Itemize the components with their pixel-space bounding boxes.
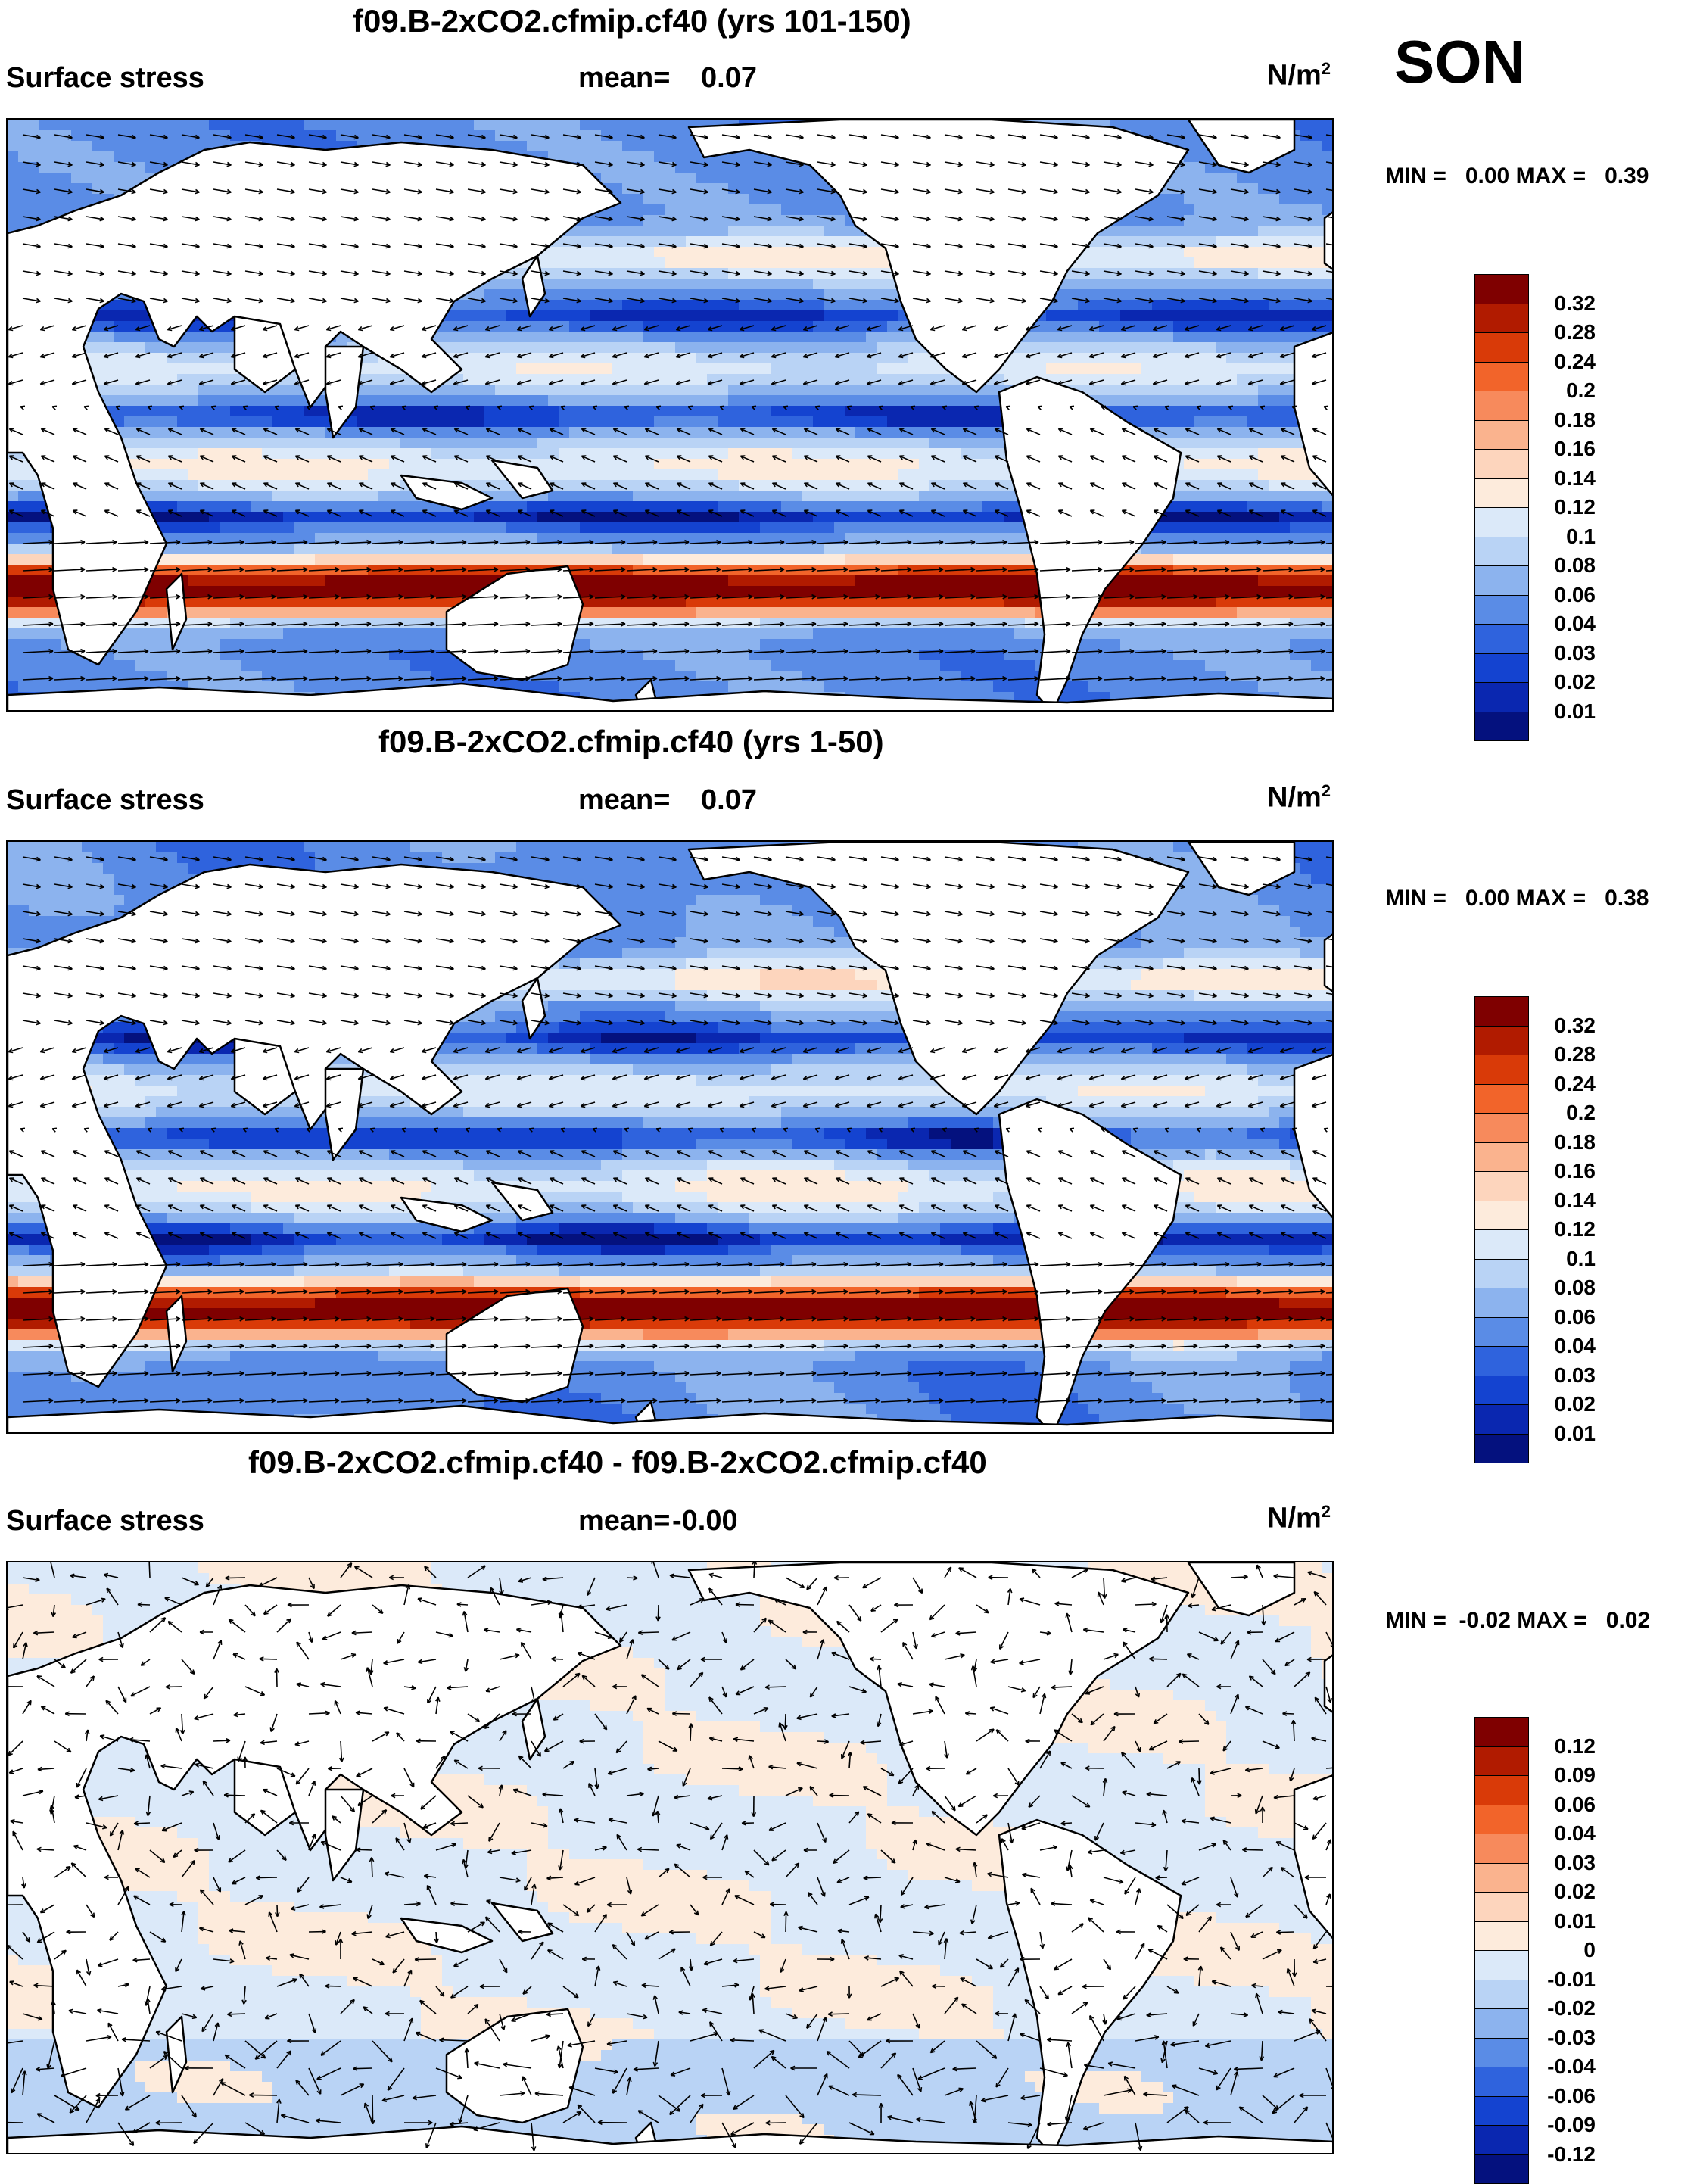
panel-1-mean-label: mean= (578, 62, 670, 95)
colorbar-label: 0.2 (1520, 379, 1596, 403)
colorbar-label: 0.06 (1520, 1305, 1596, 1329)
colorbar-label: -0.09 (1520, 2113, 1596, 2137)
panel-3-map-svg (8, 1562, 1334, 2154)
colorbar-label: 0.03 (1520, 641, 1596, 665)
colorbar-label: 0.02 (1520, 670, 1596, 694)
colorbar-label: 0.08 (1520, 553, 1596, 578)
panel-1-minmax: MIN = 0.00 MAX = 0.39 (1385, 164, 1649, 189)
colorbar-label: 0.2 (1520, 1101, 1596, 1125)
colorbar-label: 0.01 (1520, 1422, 1596, 1446)
panel-3-units: N/m2 (1267, 1502, 1331, 1535)
panel-2-mean-label: mean= (578, 784, 670, 817)
colorbar-label: 0.12 (1520, 1734, 1596, 1759)
panel-3-mean-label: mean= (578, 1505, 670, 1538)
colorbar-label: -0.06 (1520, 2084, 1596, 2108)
season-label: SON (1394, 27, 1525, 97)
panel-2-map (6, 840, 1334, 1434)
colorbar-label: 0.18 (1520, 408, 1596, 432)
colorbar-label: 0.01 (1520, 699, 1596, 724)
colorbar-label: 0.04 (1520, 1821, 1596, 1846)
colorbar-label: 0.14 (1520, 1189, 1596, 1213)
colorbar-label: 0.09 (1520, 1763, 1596, 1787)
panel-2-map-svg (8, 842, 1334, 1434)
panel-3-variable: Surface stress (6, 1505, 204, 1538)
colorbar-label: 0.32 (1520, 291, 1596, 316)
panel-2-minmax: MIN = 0.00 MAX = 0.38 (1385, 886, 1649, 911)
colorbar-label: 0.12 (1520, 1217, 1596, 1242)
colorbar-label: 0.02 (1520, 1880, 1596, 1904)
panel-3-mean-value: -0.00 (672, 1505, 738, 1538)
colorbar-label: 0.1 (1520, 1247, 1596, 1271)
colorbar-label: 0.16 (1520, 437, 1596, 461)
colorbar-label: 0.12 (1520, 495, 1596, 519)
colorbar-label: 0.08 (1520, 1276, 1596, 1300)
panel-1-map (6, 118, 1334, 712)
panel-3-map (6, 1561, 1334, 2154)
panel-3-title: f09.B-2xCO2.cfmip.cf40 - f09.B-2xCO2.cfm… (248, 1444, 987, 1481)
land-mass (1325, 1653, 1334, 1714)
land-mass (1325, 210, 1334, 271)
panel-1-title: f09.B-2xCO2.cfmip.cf40 (yrs 101-150) (353, 3, 911, 39)
colorbar-label: 0.1 (1520, 525, 1596, 549)
panel-2-variable: Surface stress (6, 784, 204, 817)
colorbar-label: 0.03 (1520, 1851, 1596, 1875)
colorbar-label: 0.18 (1520, 1130, 1596, 1154)
colorbar-label: 0.04 (1520, 612, 1596, 636)
colorbar-label: 0.28 (1520, 320, 1596, 344)
colorbar-label: 0.04 (1520, 1334, 1596, 1358)
colorbar-label: 0.16 (1520, 1159, 1596, 1183)
colorbar-label: 0.24 (1520, 350, 1596, 374)
colorbar-label: 0.06 (1520, 583, 1596, 607)
panel-1-map-svg (8, 120, 1334, 712)
colorbar-label: 0.24 (1520, 1072, 1596, 1096)
colorbar-label: 0 (1520, 1938, 1596, 1962)
colorbar-label: -0.03 (1520, 2026, 1596, 2050)
land-mass (1325, 933, 1334, 993)
colorbar-label: 0.02 (1520, 1392, 1596, 1416)
panel-1-units: N/m2 (1267, 59, 1331, 92)
panel-2-mean-value: 0.07 (701, 784, 757, 817)
panel-2-title: f09.B-2xCO2.cfmip.cf40 (yrs 1-50) (378, 724, 884, 760)
panel-1-mean-value: 0.07 (701, 62, 757, 95)
colorbar-label: -0.04 (1520, 2055, 1596, 2079)
panel-2-units: N/m2 (1267, 781, 1331, 815)
colorbar-label: 0.28 (1520, 1042, 1596, 1067)
panel-1-variable: Surface stress (6, 62, 204, 95)
colorbar-label: 0.06 (1520, 1793, 1596, 1817)
colorbar-label: 0.14 (1520, 466, 1596, 491)
colorbar-label: -0.02 (1520, 1996, 1596, 2020)
colorbar-label: 0.32 (1520, 1014, 1596, 1038)
colorbar-label: -0.01 (1520, 1967, 1596, 1992)
panel-3-minmax: MIN = -0.02 MAX = 0.02 (1385, 1608, 1650, 1634)
colorbar-label: 0.01 (1520, 1909, 1596, 1933)
colorbar-label: 0.03 (1520, 1363, 1596, 1388)
